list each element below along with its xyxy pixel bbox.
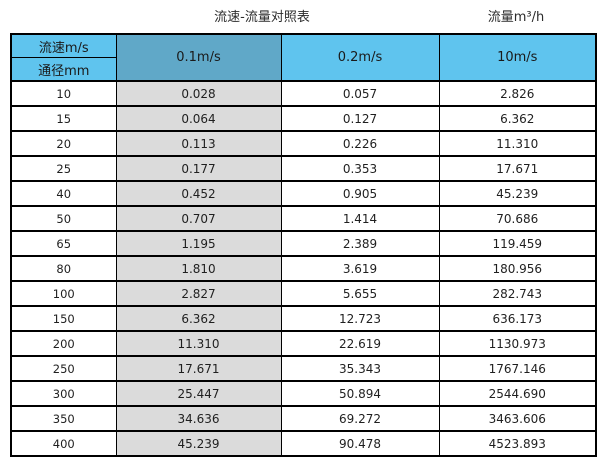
diameter-cell: 200 <box>10 330 117 357</box>
diameter-cell: 150 <box>10 305 117 332</box>
flow-comparison-table: 流速m/s 0.1m/s 0.2m/s 10m/s 通径mm 10 0.028 0.… <box>10 33 597 457</box>
flow-value-cell: 1.414 <box>280 205 440 232</box>
table-row: 20 0.113 0.226 11.310 <box>10 130 597 157</box>
diameter-cell: 350 <box>10 405 117 432</box>
table-row: 400 45.239 90.478 4523.893 <box>10 430 597 457</box>
flow-value-cell: 0.028 <box>115 80 282 107</box>
diameter-cell: 400 <box>10 430 117 457</box>
flow-value-cell: 6.362 <box>438 105 597 132</box>
diameter-cell: 65 <box>10 230 117 257</box>
header-row-top: 流速m/s 0.1m/s 0.2m/s 10m/s <box>10 33 597 82</box>
flow-value-cell: 6.362 <box>115 305 282 332</box>
flow-value-cell: 25.447 <box>115 380 282 407</box>
diameter-cell: 100 <box>10 280 117 307</box>
flow-value-cell: 22.619 <box>280 330 440 357</box>
flow-value-cell: 45.239 <box>115 430 282 457</box>
table-row: 80 1.810 3.619 180.956 <box>10 255 597 282</box>
flow-value-cell: 0.707 <box>115 205 282 232</box>
flow-value-cell: 1130.973 <box>438 330 597 357</box>
table-row: 15 0.064 0.127 6.362 <box>10 105 597 132</box>
flow-value-cell: 1767.146 <box>438 355 597 382</box>
flow-value-cell: 2.827 <box>115 280 282 307</box>
flow-value-cell: 69.272 <box>280 405 440 432</box>
flow-value-cell: 45.239 <box>438 180 597 207</box>
diameter-cell: 25 <box>10 155 117 182</box>
flow-value-cell: 0.064 <box>115 105 282 132</box>
table-title: 流速-流量对照表 <box>214 10 310 25</box>
table-row: 65 1.195 2.389 119.459 <box>10 230 597 257</box>
table-row: 100 2.827 5.655 282.743 <box>10 280 597 307</box>
flow-value-cell: 70.686 <box>438 205 597 232</box>
flow-value-cell: 0.452 <box>115 180 282 207</box>
diameter-cell: 15 <box>10 105 117 132</box>
flow-value-cell: 17.671 <box>115 355 282 382</box>
table-body: 10 0.028 0.057 2.826 15 0.064 0.127 6.362 20 0.11… <box>10 80 597 457</box>
flow-value-cell: 0.226 <box>280 130 440 157</box>
flow-value-cell: 180.956 <box>438 255 597 282</box>
flow-value-cell: 636.173 <box>438 305 597 332</box>
flow-value-cell: 17.671 <box>438 155 597 182</box>
flow-value-cell: 0.353 <box>280 155 440 182</box>
flow-value-cell: 1.195 <box>115 230 282 257</box>
flow-value-cell: 90.478 <box>280 430 440 457</box>
flow-value-cell: 0.177 <box>115 155 282 182</box>
diameter-cell: 20 <box>10 130 117 157</box>
table-row: 40 0.452 0.905 45.239 <box>10 180 597 207</box>
flow-value-cell: 35.343 <box>280 355 440 382</box>
caption-row: 流速-流量对照表 流量m³/h <box>0 0 600 33</box>
flow-unit-label: 流量m³/h <box>487 10 545 25</box>
flow-value-cell: 50.894 <box>280 380 440 407</box>
table-row: 350 34.636 69.272 3463.606 <box>10 405 597 432</box>
flow-value-cell: 1.810 <box>115 255 282 282</box>
flow-value-cell: 3.619 <box>280 255 440 282</box>
diameter-cell: 300 <box>10 380 117 407</box>
header-row-bottom: 通径mm <box>10 57 596 82</box>
diameter-cell: 10 <box>10 80 117 107</box>
flow-value-cell: 11.310 <box>438 130 597 157</box>
flow-value-cell: 2.389 <box>280 230 440 257</box>
table-row: 10 0.028 0.057 2.826 <box>10 80 597 107</box>
table-row: 300 25.447 50.894 2544.690 <box>10 380 597 407</box>
diameter-cell: 50 <box>10 205 117 232</box>
flow-value-cell: 34.636 <box>115 405 282 432</box>
flow-value-cell: 0.057 <box>280 80 440 107</box>
diameter-cell: 80 <box>10 255 117 282</box>
flow-value-cell: 4523.893 <box>438 430 597 457</box>
header-col-10ms: 10m/s <box>438 33 597 82</box>
flow-value-cell: 0.113 <box>115 130 282 157</box>
header-col-0-2ms: 0.2m/s <box>280 33 440 82</box>
diameter-cell: 40 <box>10 180 117 207</box>
header-velocity-label: 流速m/s <box>10 33 117 58</box>
flow-value-cell: 0.127 <box>280 105 440 132</box>
flow-value-cell: 2.826 <box>438 80 597 107</box>
flow-value-cell: 3463.606 <box>438 405 597 432</box>
flow-value-cell: 12.723 <box>280 305 440 332</box>
diameter-cell: 250 <box>10 355 117 382</box>
flow-value-cell: 119.459 <box>438 230 597 257</box>
table-row: 150 6.362 12.723 636.173 <box>10 305 597 332</box>
table-row: 25 0.177 0.353 17.671 <box>10 155 597 182</box>
table-row: 200 11.310 22.619 1130.973 <box>10 330 597 357</box>
flow-value-cell: 0.905 <box>280 180 440 207</box>
flow-value-cell: 11.310 <box>115 330 282 357</box>
table-header: 流速m/s 0.1m/s 0.2m/s 10m/s 通径mm <box>10 33 597 82</box>
header-diameter-label: 通径mm <box>10 57 117 82</box>
flow-value-cell: 2544.690 <box>438 380 597 407</box>
flow-value-cell: 5.655 <box>280 280 440 307</box>
table-row: 50 0.707 1.414 70.686 <box>10 205 597 232</box>
table-row: 250 17.671 35.343 1767.146 <box>10 355 597 382</box>
flow-value-cell: 282.743 <box>438 280 597 307</box>
header-col-0-1ms: 0.1m/s <box>115 33 282 82</box>
